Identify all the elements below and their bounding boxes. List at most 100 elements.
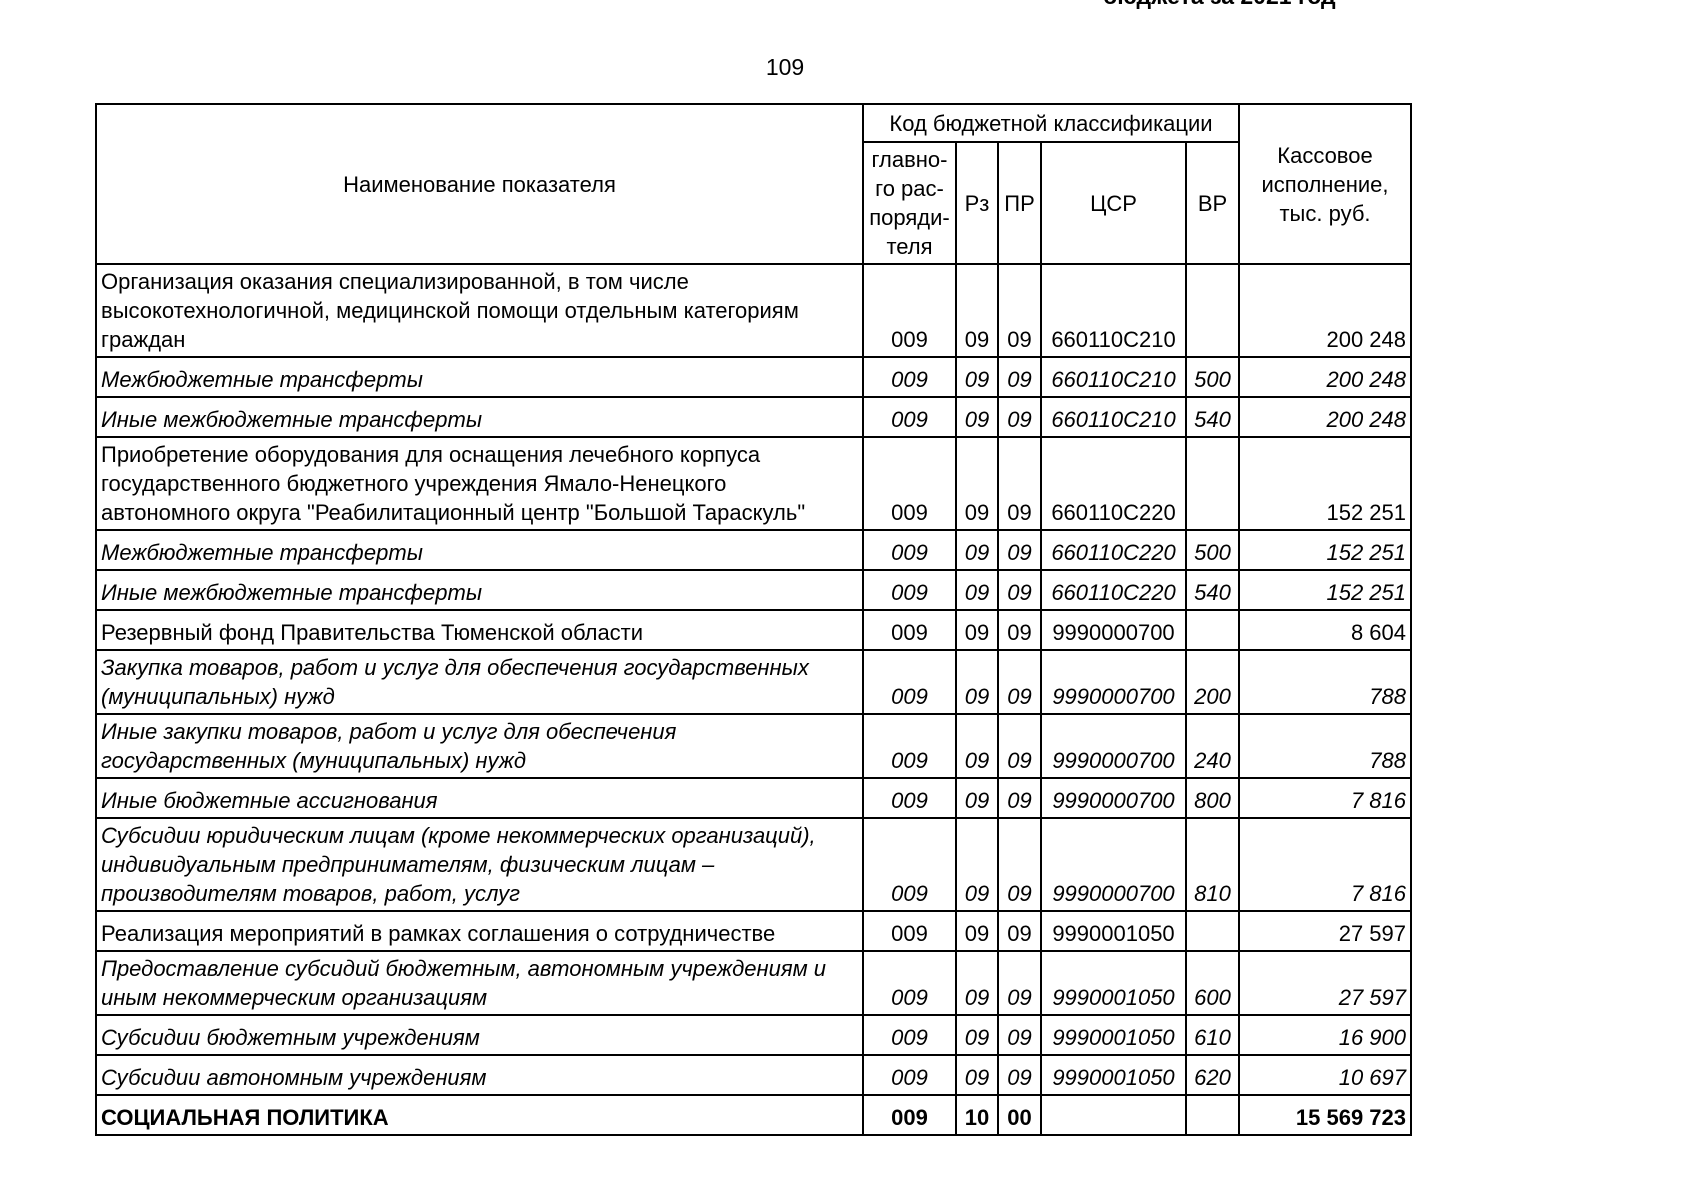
cell-pr: 09 (997, 817, 1042, 912)
cell-grbs: 009 (862, 713, 957, 779)
cell-vr: 600 (1185, 950, 1240, 1016)
cell-grbs: 009 (862, 569, 957, 611)
cell-vr (1185, 263, 1240, 358)
cell-csr: 9990001050 (1040, 950, 1187, 1016)
table-row: Субсидии бюджетным учреждениям 009 09 09… (95, 1014, 1412, 1056)
cell-vr (1185, 609, 1240, 651)
table-row: Иные закупки товаров, работ и услуг для … (95, 713, 1412, 779)
cell-value: 788 (1238, 649, 1412, 715)
cell-name: СОЦИАЛЬНАЯ ПОЛИТИКА (95, 1094, 864, 1136)
cell-csr: 660110C220 (1040, 529, 1187, 571)
table-row: Субсидии автономным учреждениям 009 09 0… (95, 1054, 1412, 1096)
cell-rz: 09 (955, 1054, 999, 1096)
cell-pr: 09 (997, 910, 1042, 952)
cell-value: 788 (1238, 713, 1412, 779)
cell-pr: 09 (997, 1054, 1042, 1096)
cell-csr: 9990001050 (1040, 1014, 1187, 1056)
cell-vr: 810 (1185, 817, 1240, 912)
cell-vr: 620 (1185, 1054, 1240, 1096)
cell-csr: 9990000700 (1040, 713, 1187, 779)
cell-name: Иные закупки товаров, работ и услуг для … (95, 713, 864, 779)
cell-pr: 09 (997, 609, 1042, 651)
cell-vr (1185, 1094, 1240, 1136)
header-vr-col: ВР (1185, 141, 1240, 265)
cell-vr: 800 (1185, 777, 1240, 819)
cell-vr (1185, 910, 1240, 952)
cell-value: 200 248 (1238, 263, 1412, 358)
cell-value: 200 248 (1238, 356, 1412, 398)
header-csr-col: ЦСР (1040, 141, 1187, 265)
cell-csr: 660110C220 (1040, 569, 1187, 611)
cell-value: 152 251 (1238, 529, 1412, 571)
cell-name: Организация оказания специализированной,… (95, 263, 864, 358)
cell-csr: 9990000700 (1040, 649, 1187, 715)
cell-grbs: 009 (862, 356, 957, 398)
cell-name: Приобретение оборудования для оснащения … (95, 436, 864, 531)
cell-name: Межбюджетные трансферты (95, 529, 864, 571)
cell-name: Иные бюджетные ассигнования (95, 777, 864, 819)
cell-vr: 540 (1185, 396, 1240, 438)
cell-name: Субсидии бюджетным учреждениям (95, 1014, 864, 1056)
cell-pr: 09 (997, 569, 1042, 611)
header-code-group: Код бюджетной классификации (862, 103, 1240, 143)
cell-grbs: 009 (862, 436, 957, 531)
cell-pr: 09 (997, 356, 1042, 398)
cell-csr: 9990000700 (1040, 817, 1187, 912)
cell-name: Закупка товаров, работ и услуг для обесп… (95, 649, 864, 715)
cell-pr: 09 (997, 436, 1042, 531)
cell-pr: 09 (997, 950, 1042, 1016)
table-row: Иные межбюджетные трансферты 009 09 09 6… (95, 396, 1412, 438)
cell-csr: 9990000700 (1040, 609, 1187, 651)
cell-value: 7 816 (1238, 777, 1412, 819)
cell-rz: 09 (955, 649, 999, 715)
cell-grbs: 009 (862, 950, 957, 1016)
budget-table: Наименование показателя Код бюджетной кл… (95, 103, 1412, 1136)
table-row: Закупка товаров, работ и услуг для обесп… (95, 649, 1412, 715)
cell-grbs: 009 (862, 396, 957, 438)
cell-value: 27 597 (1238, 910, 1412, 952)
cell-rz: 09 (955, 950, 999, 1016)
cell-value: 16 900 (1238, 1014, 1412, 1056)
cell-csr: 9990001050 (1040, 1054, 1187, 1096)
cell-name: Межбюджетные трансферты (95, 356, 864, 398)
cell-rz: 09 (955, 263, 999, 358)
clipped-header-text: бюджета за 2021 год (1103, 0, 1336, 10)
table-row: Реализация мероприятий в рамках соглашен… (95, 910, 1412, 952)
cell-grbs: 009 (862, 1054, 957, 1096)
table-row: Предоставление субсидий бюджетным, автон… (95, 950, 1412, 1016)
cell-grbs: 009 (862, 777, 957, 819)
cell-rz: 10 (955, 1094, 999, 1136)
cell-pr: 09 (997, 263, 1042, 358)
cell-csr: 9990001050 (1040, 910, 1187, 952)
table-row: Резервный фонд Правительства Тюменской о… (95, 609, 1412, 651)
header-cash-col: Кассовое исполнение, тыс. руб. (1238, 103, 1412, 265)
cell-rz: 09 (955, 817, 999, 912)
cell-value: 10 697 (1238, 1054, 1412, 1096)
cell-pr: 09 (997, 713, 1042, 779)
cell-csr: 660110C210 (1040, 356, 1187, 398)
cell-grbs: 009 (862, 1014, 957, 1056)
cell-csr (1040, 1094, 1187, 1136)
header-grbs-col: главно- го рас- поряди- теля (862, 141, 957, 265)
cell-value: 152 251 (1238, 569, 1412, 611)
table-row: Организация оказания специализированной,… (95, 263, 1412, 358)
cell-csr: 660110C220 (1040, 436, 1187, 531)
cell-csr: 660110C210 (1040, 263, 1187, 358)
table-body: Организация оказания специализированной,… (95, 263, 1412, 1136)
cell-rz: 09 (955, 436, 999, 531)
cell-grbs: 009 (862, 529, 957, 571)
cell-rz: 09 (955, 356, 999, 398)
cell-vr: 240 (1185, 713, 1240, 779)
cell-name: Реализация мероприятий в рамках соглашен… (95, 910, 864, 952)
cell-grbs: 009 (862, 1094, 957, 1136)
cell-name: Резервный фонд Правительства Тюменской о… (95, 609, 864, 651)
table-row: Иные межбюджетные трансферты 009 09 09 6… (95, 569, 1412, 611)
cell-rz: 09 (955, 609, 999, 651)
cell-grbs: 009 (862, 609, 957, 651)
cell-name: Иные межбюджетные трансферты (95, 569, 864, 611)
cell-vr: 500 (1185, 356, 1240, 398)
cell-rz: 09 (955, 529, 999, 571)
cell-vr (1185, 436, 1240, 531)
cell-pr: 09 (997, 529, 1042, 571)
cell-vr: 200 (1185, 649, 1240, 715)
